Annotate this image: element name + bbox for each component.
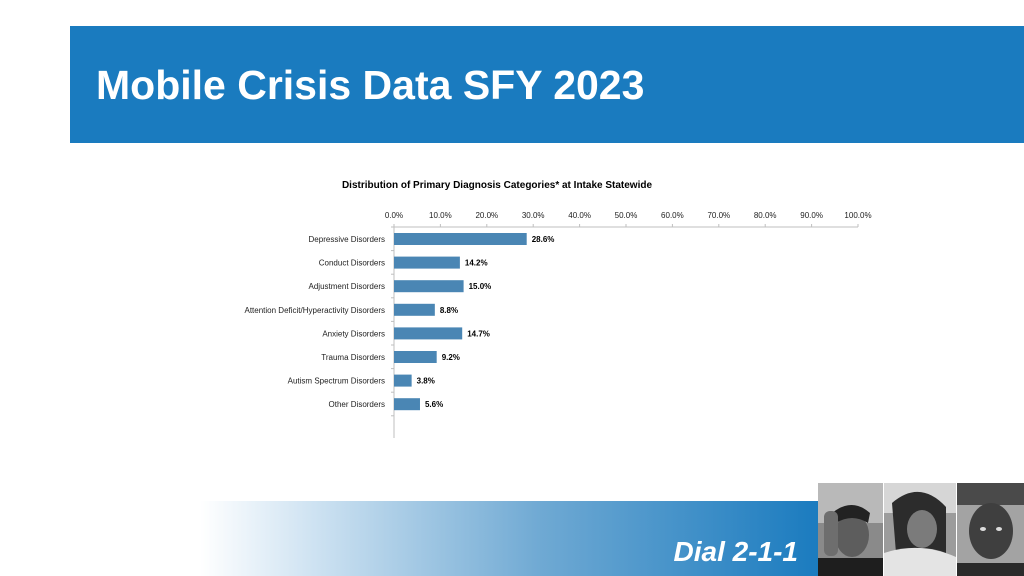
- data-label: 15.0%: [469, 282, 492, 291]
- category-label: Trauma Disorders: [321, 353, 385, 362]
- bar: [394, 398, 420, 411]
- girl-resting-head-photo: [884, 483, 956, 576]
- x-tick-label: 20.0%: [475, 211, 498, 220]
- x-tick-label: 60.0%: [661, 211, 684, 220]
- category-label: Anxiety Disorders: [322, 329, 385, 338]
- photo-strip: [818, 483, 1024, 576]
- x-tick-label: 10.0%: [429, 211, 452, 220]
- data-label: 14.2%: [465, 259, 488, 268]
- boy-looking-up-photo: [957, 483, 1024, 576]
- category-label: Other Disorders: [329, 400, 385, 409]
- x-tick-label: 100.0%: [844, 211, 871, 220]
- bar: [394, 351, 437, 363]
- bar: [394, 280, 464, 293]
- x-tick-label: 80.0%: [754, 211, 777, 220]
- title-banner: Mobile Crisis Data SFY 2023: [70, 26, 1024, 143]
- chart: Distribution of Primary Diagnosis Catego…: [245, 180, 872, 438]
- data-label: 14.7%: [467, 329, 490, 338]
- bar: [394, 233, 527, 245]
- category-label: Conduct Disorders: [319, 259, 385, 268]
- category-label: Attention Deficit/Hyperactivity Disorder…: [245, 306, 386, 315]
- x-tick-label: 40.0%: [568, 211, 591, 220]
- category-label: Depressive Disorders: [309, 235, 385, 244]
- data-label: 8.8%: [440, 306, 458, 315]
- x-tick-label: 0.0%: [385, 211, 403, 220]
- boy-holding-head-photo: [818, 483, 883, 576]
- dial-211-text: Dial 2-1-1: [673, 536, 799, 567]
- bar: [394, 374, 412, 387]
- bar: [394, 256, 460, 269]
- x-tick-label: 70.0%: [707, 211, 730, 220]
- page-title: Mobile Crisis Data SFY 2023: [96, 62, 645, 108]
- data-label: 5.6%: [425, 400, 443, 409]
- bar: [394, 327, 463, 340]
- x-tick-label: 30.0%: [522, 211, 545, 220]
- category-label: Adjustment Disorders: [309, 282, 385, 291]
- x-tick-label: 90.0%: [800, 211, 823, 220]
- chart-title: Distribution of Primary Diagnosis Catego…: [342, 180, 653, 191]
- data-label: 3.8%: [417, 377, 435, 386]
- data-label: 28.6%: [532, 235, 555, 244]
- data-label: 9.2%: [442, 353, 460, 362]
- bar: [394, 303, 435, 316]
- category-label: Autism Spectrum Disorders: [288, 377, 385, 386]
- x-tick-label: 50.0%: [615, 211, 638, 220]
- footer-band: [200, 501, 820, 576]
